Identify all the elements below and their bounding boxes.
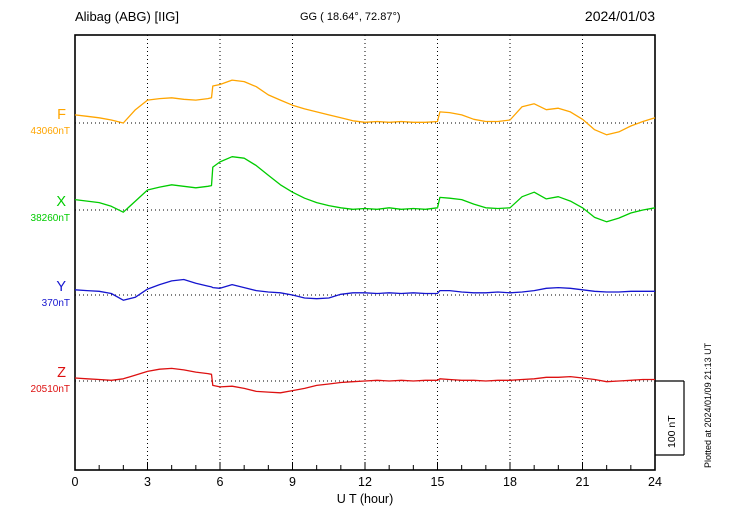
series-label-f: F bbox=[57, 107, 66, 123]
x-tick-label: 6 bbox=[216, 475, 224, 489]
x-tick-label: 15 bbox=[430, 475, 445, 489]
x-tick-label: 3 bbox=[144, 475, 151, 489]
plot-date: 2024/01/03 bbox=[584, 8, 655, 24]
series-baseline-z: 20510nT bbox=[30, 384, 70, 395]
series-baseline-f: 43060nT bbox=[30, 126, 70, 137]
series-label-y: Y bbox=[56, 279, 66, 295]
x-tick-label: 0 bbox=[71, 475, 79, 489]
x-tick-label: 24 bbox=[648, 475, 662, 489]
trace-z bbox=[74, 367, 655, 394]
trace-y bbox=[74, 278, 655, 301]
trace-f bbox=[74, 79, 656, 136]
x-tick-label: 12 bbox=[358, 475, 372, 489]
series-label-z: Z bbox=[57, 365, 66, 381]
series-baseline-x: 38260nT bbox=[30, 213, 70, 224]
x-tick-label: 9 bbox=[289, 475, 296, 489]
x-tick-label: 18 bbox=[503, 475, 517, 489]
geographic-coordinates: GG ( 18.64°, 72.87°) bbox=[300, 11, 401, 23]
trace-x bbox=[74, 156, 656, 223]
x-tick-label: 21 bbox=[575, 475, 590, 489]
series-label-x: X bbox=[56, 194, 66, 210]
station-title: Alibag (ABG) [IIG] bbox=[75, 9, 180, 24]
plotted-at-note: Plotted at 2024/01/09 21:13 UT bbox=[703, 342, 713, 468]
x-axis-label: U T (hour) bbox=[336, 492, 394, 506]
series-baseline-y: 370nT bbox=[41, 298, 70, 309]
plot-border bbox=[74, 34, 656, 471]
scale-bar-label: 100 nT bbox=[666, 415, 678, 448]
